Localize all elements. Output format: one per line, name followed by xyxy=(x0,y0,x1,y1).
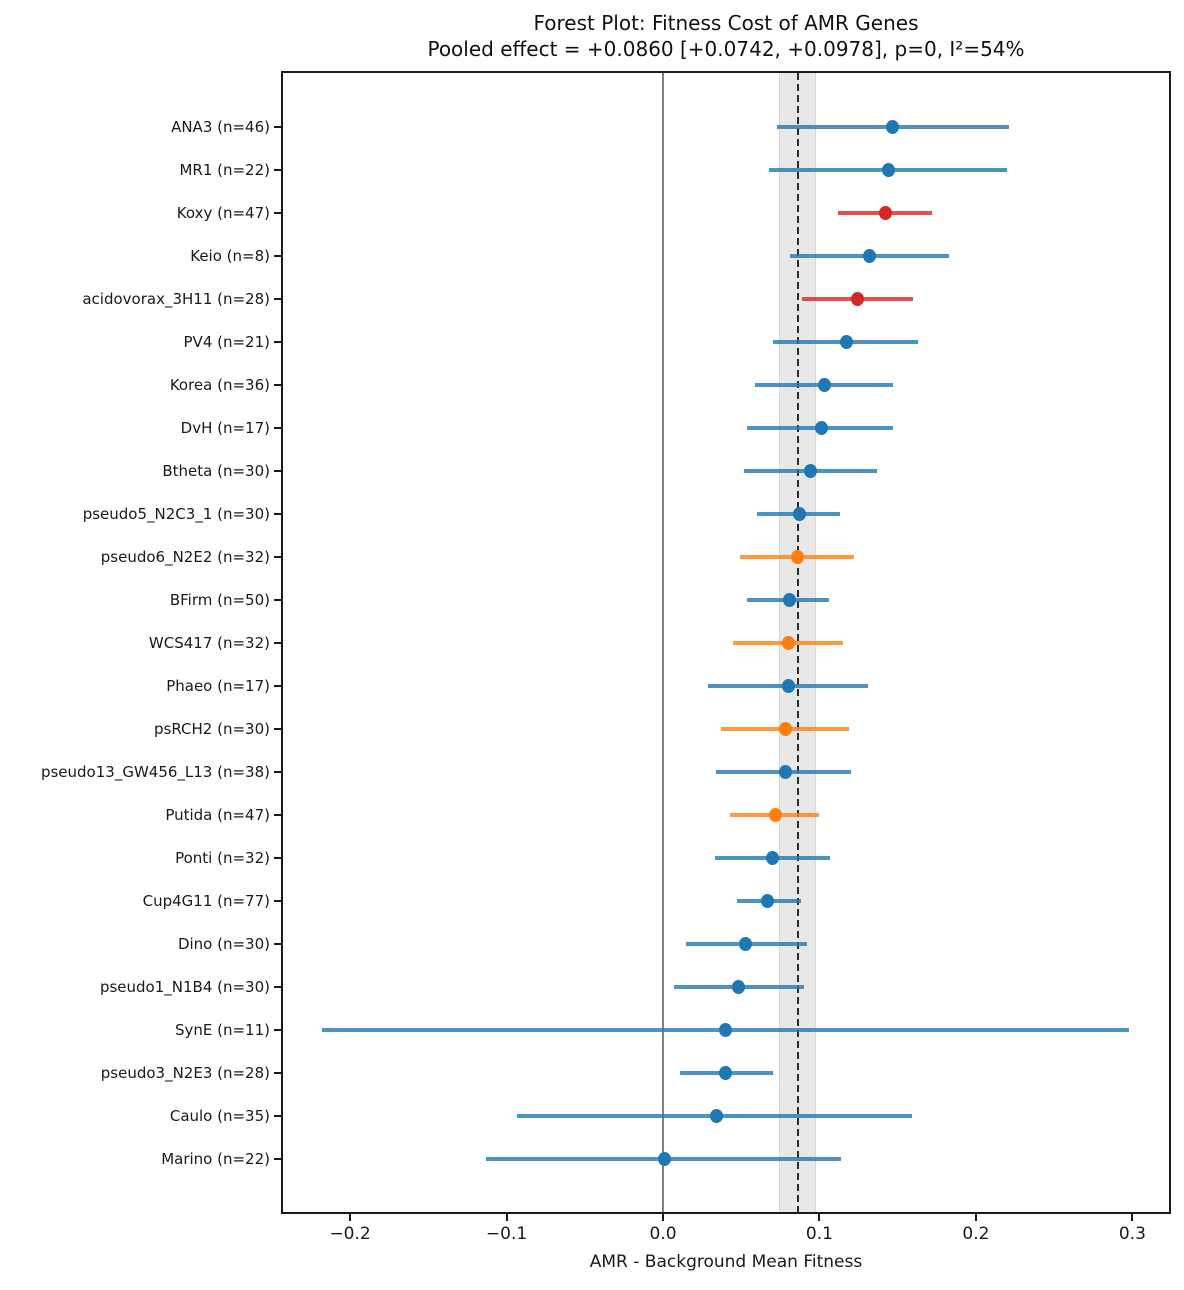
title-block: Forest Plot: Fitness Cost of AMR Genes P… xyxy=(281,10,1171,62)
point-marker xyxy=(781,636,795,650)
x-tick-label: 0.3 xyxy=(1118,1224,1146,1244)
point-marker xyxy=(881,163,895,177)
y-tick-label: psRCH2 (n=30) xyxy=(154,720,270,738)
point-marker xyxy=(783,593,797,607)
point-marker xyxy=(778,765,792,779)
x-tick-mark xyxy=(818,1213,821,1221)
x-tick-label: −0.2 xyxy=(329,1224,371,1244)
point-marker xyxy=(791,550,805,564)
x-tick-mark xyxy=(1131,1213,1134,1221)
y-tick-label: MR1 (n=22) xyxy=(179,161,270,179)
y-tick-label: Btheta (n=30) xyxy=(162,462,270,480)
point-marker xyxy=(839,335,853,349)
x-tick-label: 0.2 xyxy=(962,1224,990,1244)
y-tick-label: Dino (n=30) xyxy=(177,935,270,953)
y-tick-label: PV4 (n=21) xyxy=(183,333,270,351)
y-tick-label: pseudo1_N1B4 (n=30) xyxy=(99,978,270,996)
point-marker xyxy=(739,937,753,951)
point-marker xyxy=(766,851,780,865)
point-marker xyxy=(803,464,817,478)
point-marker xyxy=(850,292,864,306)
y-tick-label: pseudo13_GW456_L13 (n=38) xyxy=(40,763,270,781)
x-tick-mark xyxy=(974,1213,977,1221)
point-marker xyxy=(769,808,783,822)
y-tick-label: ANA3 (n=46) xyxy=(171,118,270,136)
y-tick-label: Cup4G11 (n=77) xyxy=(142,892,270,910)
plot-area xyxy=(281,71,1171,1214)
y-tick-label: acidovorax_3H11 (n=28) xyxy=(82,290,270,308)
x-tick-mark xyxy=(662,1213,664,1221)
y-tick-label: pseudo5_N2C3_1 (n=30) xyxy=(82,505,270,523)
x-tick-label: −0.1 xyxy=(485,1224,528,1244)
y-tick-label: BFirm (n=50) xyxy=(169,591,270,609)
y-tick-label: DvH (n=17) xyxy=(180,419,270,437)
y-tick-label: Phaeo (n=17) xyxy=(166,677,270,695)
y-tick-label: Keio (n=8) xyxy=(190,247,270,265)
point-marker xyxy=(817,378,831,392)
x-axis-title: AMR - Background Mean Fitness xyxy=(589,1252,863,1272)
point-marker xyxy=(761,894,775,908)
point-marker xyxy=(886,120,900,134)
y-tick-label: Putida (n=47) xyxy=(165,806,270,824)
zero-reference-line xyxy=(662,73,664,1212)
point-marker xyxy=(719,1023,733,1037)
point-marker xyxy=(878,206,892,220)
y-tick-label: SynE (n=11) xyxy=(174,1021,270,1039)
chart-title: Forest Plot: Fitness Cost of AMR Genes xyxy=(533,11,919,35)
y-tick-label: pseudo3_N2E3 (n=28) xyxy=(100,1064,270,1082)
point-marker xyxy=(863,249,877,263)
point-marker xyxy=(709,1109,723,1123)
x-tick-mark xyxy=(349,1213,352,1221)
y-tick-label: Ponti (n=32) xyxy=(175,849,270,867)
y-tick-label: Marino (n=22) xyxy=(161,1150,270,1168)
point-marker xyxy=(719,1066,733,1080)
point-marker xyxy=(781,679,795,693)
y-tick-label: Caulo (n=35) xyxy=(169,1107,270,1125)
point-marker xyxy=(814,421,828,435)
x-tick-label: 0.0 xyxy=(649,1224,677,1244)
x-tick-mark xyxy=(505,1213,508,1221)
y-tick-label: pseudo6_N2E2 (n=32) xyxy=(100,548,270,566)
chart-subtitle: Pooled effect = +0.0860 [+0.0742, +0.097… xyxy=(427,37,1025,61)
point-marker xyxy=(778,722,792,736)
y-tick-label: Koxy (n=47) xyxy=(176,204,270,222)
point-marker xyxy=(731,980,745,994)
x-tick-label: 0.1 xyxy=(805,1224,833,1244)
point-marker xyxy=(792,507,806,521)
point-marker xyxy=(658,1152,672,1166)
y-tick-label: WCS417 (n=32) xyxy=(148,634,270,652)
y-tick-label: Korea (n=36) xyxy=(169,376,270,394)
